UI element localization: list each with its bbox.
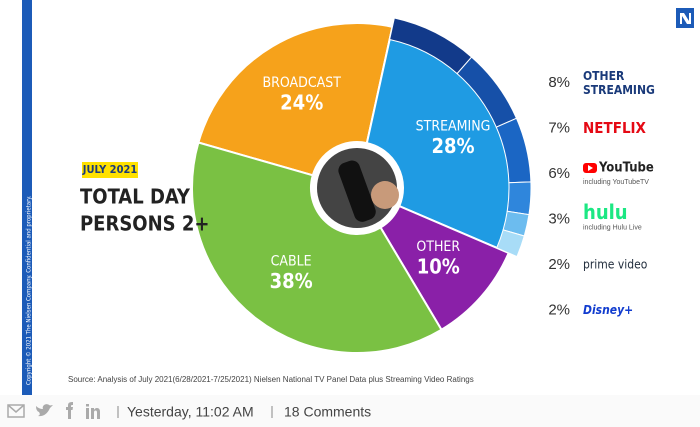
facebook-icon[interactable] bbox=[66, 402, 73, 419]
comments-link[interactable]: 18 Comments bbox=[284, 404, 371, 420]
legend-value: 2% bbox=[548, 301, 570, 318]
slice-label: BROADCAST bbox=[262, 75, 341, 91]
legend-label: YouTube bbox=[598, 161, 654, 176]
hand bbox=[371, 181, 399, 209]
legend-value: 7% bbox=[548, 119, 570, 136]
timestamp: Yesterday, 11:02 AM bbox=[127, 404, 254, 420]
legend-value: 2% bbox=[548, 256, 570, 273]
slice-label: OTHER bbox=[416, 239, 460, 255]
copyright: Copyright © 2021 The Nielsen Company. Co… bbox=[26, 195, 33, 385]
logo-mark bbox=[680, 13, 691, 24]
slice-value-label: 28% bbox=[432, 134, 475, 158]
legend-label-line: OTHER bbox=[583, 69, 625, 83]
slice-label: STREAMING bbox=[416, 119, 491, 135]
legend-label: OTHER STREAMING bbox=[583, 69, 655, 97]
slice-label: CABLE bbox=[271, 254, 312, 270]
ring-segment bbox=[506, 181, 532, 216]
legend-label-line: STREAMING bbox=[583, 83, 655, 97]
side-strip bbox=[22, 0, 32, 395]
pie bbox=[191, 17, 532, 354]
legend-label: hulu bbox=[583, 200, 628, 224]
date: JULY 2021 bbox=[82, 163, 138, 176]
youtube-play bbox=[588, 165, 593, 171]
date-badge bbox=[82, 162, 138, 178]
slice-value-label: 38% bbox=[270, 269, 313, 293]
footer bbox=[0, 395, 700, 427]
legend-label: Disney+ bbox=[583, 303, 633, 317]
email-icon[interactable] bbox=[7, 404, 25, 418]
legend-value: 6% bbox=[548, 165, 570, 182]
linkedin-icon[interactable] bbox=[86, 404, 100, 419]
slice-value-label: 10% bbox=[417, 255, 460, 279]
legend-value: 3% bbox=[548, 210, 570, 227]
subtitle: PERSONS 2+ bbox=[80, 212, 209, 236]
legend-label: NETFLIX bbox=[583, 119, 647, 137]
pie-slice bbox=[191, 141, 443, 354]
slice-value-label: 24% bbox=[280, 91, 323, 115]
legend-label: prime video bbox=[583, 258, 648, 272]
pie-slice bbox=[197, 22, 394, 177]
email-icon-flap bbox=[7, 404, 25, 413]
subtitle: TOTAL DAY bbox=[80, 185, 191, 209]
legend-note: including YouTubeTV bbox=[583, 179, 649, 186]
source: Source: Analysis of July 2021(6/28/2021-… bbox=[68, 375, 474, 384]
legend-note: including Hulu Live bbox=[583, 224, 642, 231]
remote bbox=[338, 160, 376, 222]
ring-segment bbox=[496, 229, 525, 258]
legend-value: 8% bbox=[548, 74, 570, 91]
twitter-icon[interactable] bbox=[36, 404, 53, 417]
